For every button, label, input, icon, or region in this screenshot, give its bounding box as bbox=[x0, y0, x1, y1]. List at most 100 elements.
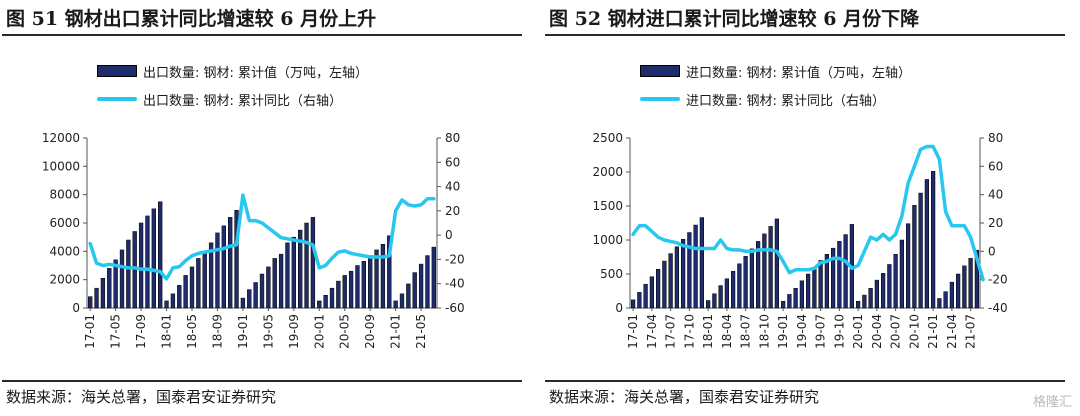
bar bbox=[387, 235, 392, 309]
series-line bbox=[631, 144, 985, 282]
y-left-tick-label: 0 bbox=[72, 301, 80, 315]
bar bbox=[317, 300, 322, 309]
y-right-tick-label: -40 bbox=[445, 277, 465, 291]
bar bbox=[151, 208, 156, 309]
bar bbox=[158, 201, 163, 309]
bar bbox=[918, 192, 923, 309]
y-right-tick-label: -20 bbox=[445, 252, 465, 266]
bar bbox=[681, 239, 686, 309]
x-tick-label: 17-09 bbox=[134, 314, 148, 349]
bar bbox=[228, 217, 233, 309]
bar bbox=[881, 273, 886, 309]
chart-panel-imports: 图 52 钢材进口累计同比增速较 6 月份下降 进口数量: 钢材: 累计值（万吨… bbox=[545, 0, 1065, 416]
x-tick-label: 17-10 bbox=[682, 314, 696, 349]
x-tick-label: 18-01 bbox=[160, 314, 174, 349]
bar bbox=[643, 283, 648, 309]
x-tick-label: 19-01 bbox=[776, 314, 790, 349]
x-tick-label: 21-04 bbox=[945, 314, 959, 349]
legend-label: 进口数量: 钢材: 累计值（万吨，左轴） bbox=[686, 65, 912, 81]
bar bbox=[962, 265, 967, 309]
x-tick-label: 18-04 bbox=[720, 314, 734, 349]
bar bbox=[355, 265, 360, 309]
y-left-tick-label: 12000 bbox=[42, 131, 80, 145]
bar bbox=[336, 280, 341, 309]
bar bbox=[399, 293, 405, 309]
bar bbox=[637, 292, 642, 309]
bar bbox=[787, 294, 792, 309]
x-tick-label: 21-01 bbox=[389, 314, 403, 349]
bar bbox=[177, 285, 182, 309]
x-tick-label: 21-05 bbox=[414, 314, 428, 349]
title-rule bbox=[2, 34, 522, 36]
bar bbox=[374, 249, 379, 309]
bar bbox=[868, 288, 873, 309]
y-left-tick-label: 10000 bbox=[42, 159, 80, 173]
bar bbox=[943, 291, 948, 309]
legend-label: 进口数量: 钢材: 累计同比（右轴） bbox=[686, 93, 886, 109]
y-left-tick-label: 2500 bbox=[592, 131, 623, 145]
y-right-tick-label: 60 bbox=[445, 155, 460, 169]
bar bbox=[406, 283, 411, 309]
legend-label: 出口数量: 钢材: 累计值（万吨，左轴） bbox=[143, 65, 369, 81]
x-tick-label: 17-01 bbox=[83, 314, 97, 349]
bar bbox=[731, 271, 736, 309]
x-tick-label: 20-10 bbox=[907, 314, 921, 349]
source-rule bbox=[545, 380, 1065, 382]
legend-label: 出口数量: 钢材: 累计同比（右轴） bbox=[143, 93, 343, 109]
bar bbox=[712, 293, 717, 309]
bar bbox=[361, 261, 366, 309]
x-tick-label: 19-09 bbox=[287, 314, 301, 349]
bar bbox=[272, 258, 277, 309]
y-right-tick-label: -40 bbox=[988, 301, 1008, 315]
bar bbox=[656, 268, 661, 309]
x-tick-label: 18-09 bbox=[210, 314, 224, 349]
bar bbox=[380, 244, 386, 309]
bar bbox=[126, 239, 131, 309]
source-rule bbox=[2, 380, 522, 382]
x-tick-label: 18-05 bbox=[185, 314, 199, 349]
x-tick-label: 19-04 bbox=[795, 314, 809, 349]
bar bbox=[285, 242, 290, 309]
bar bbox=[899, 239, 904, 309]
bar bbox=[323, 295, 328, 309]
y-right-tick-label: 80 bbox=[445, 131, 460, 145]
y-right-tick-label: -60 bbox=[445, 301, 465, 315]
bar bbox=[912, 205, 917, 309]
y-left-tick-label: 1500 bbox=[592, 199, 623, 213]
bar bbox=[924, 179, 929, 309]
bar bbox=[94, 287, 99, 309]
bar bbox=[818, 260, 823, 309]
bar bbox=[221, 225, 226, 309]
exports-chart: 0 2000 4000 6000 8000 10000 12000 -60 -40 -20 0 20 4… bbox=[42, 131, 465, 349]
bar bbox=[631, 299, 636, 309]
bar bbox=[425, 255, 430, 309]
source-note: 数据来源：海关总署，国泰君安证券研究 bbox=[6, 388, 277, 406]
bar bbox=[170, 293, 176, 309]
x-tick-label: 20-05 bbox=[338, 314, 352, 349]
x-tick-label: 20-04 bbox=[870, 314, 884, 349]
y-left-tick-label: 500 bbox=[600, 267, 623, 281]
y-left-tick-label: 0 bbox=[615, 301, 623, 315]
bar bbox=[88, 296, 93, 309]
bar bbox=[699, 217, 704, 309]
legend-bar-swatch bbox=[97, 65, 137, 77]
bar bbox=[743, 256, 748, 309]
y-right-tick-label: 40 bbox=[445, 180, 460, 194]
bar bbox=[119, 249, 125, 309]
bar bbox=[937, 298, 942, 309]
y-right-tick-label: 0 bbox=[445, 228, 453, 242]
x-tick-label: 19-05 bbox=[261, 314, 275, 349]
bar bbox=[278, 253, 284, 309]
x-tick-label: 20-01 bbox=[851, 314, 865, 349]
bar bbox=[368, 255, 373, 309]
bar bbox=[737, 263, 742, 309]
x-tick-label: 19-10 bbox=[832, 314, 846, 349]
x-tick-label: 20-09 bbox=[363, 314, 377, 349]
bar bbox=[247, 289, 252, 309]
legend-item-bar: 进口数量: 钢材: 累计值（万吨，左轴） bbox=[640, 62, 912, 81]
chart-title: 图 51 钢材出口累计同比增速较 6 月份上升 bbox=[6, 8, 377, 30]
y-left-tick-label: 2000 bbox=[49, 273, 80, 287]
x-tick-label: 18-07 bbox=[739, 314, 753, 349]
bar bbox=[662, 260, 667, 309]
bar bbox=[145, 215, 150, 309]
